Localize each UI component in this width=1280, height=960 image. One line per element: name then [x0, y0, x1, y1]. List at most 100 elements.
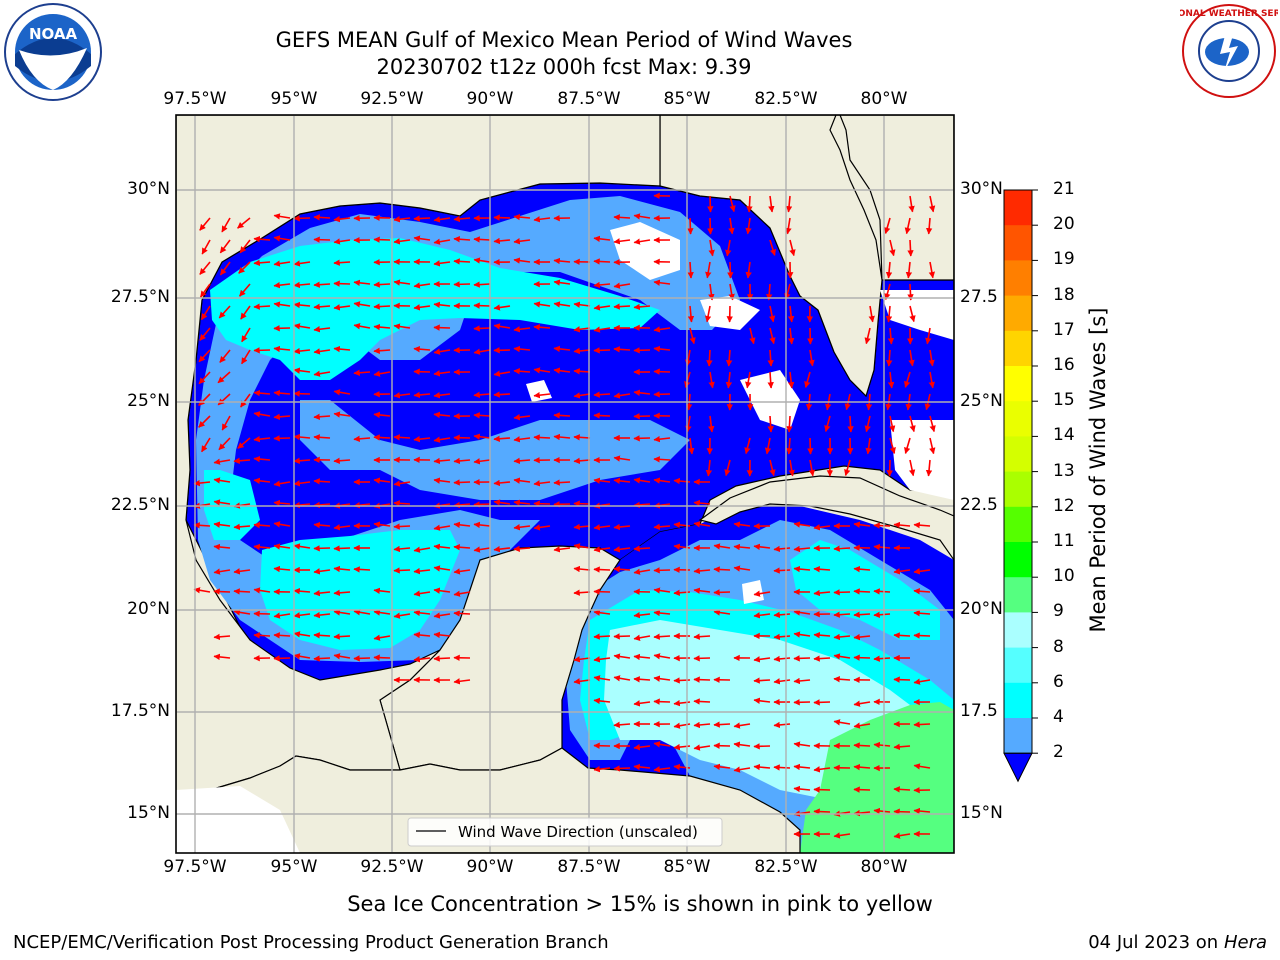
wind-wave-arrow	[373, 347, 391, 354]
lat-tick-label-right: 15°N	[960, 803, 1003, 823]
wind-wave-arrow	[313, 521, 331, 529]
wind-wave-arrow	[928, 261, 936, 279]
wind-wave-arrow	[193, 587, 211, 594]
svg-text:NATIONAL WEATHER SERVICE: NATIONAL WEATHER SERVICE	[1180, 9, 1278, 19]
wind-wave-arrow	[693, 655, 711, 662]
legend: Wind Wave Direction (unscaled)	[407, 817, 723, 847]
wind-wave-arrow	[925, 459, 933, 477]
wind-wave-arrow	[493, 304, 511, 311]
lon-tick-label-top: 97.5°W	[163, 89, 227, 109]
wind-wave-arrow	[773, 611, 791, 619]
wind-wave-arrow	[753, 656, 771, 663]
wind-wave-arrow	[198, 371, 211, 385]
colorbar-tick-label: 16	[1053, 355, 1075, 375]
wind-wave-arrow	[219, 349, 231, 363]
wind-wave-arrow	[744, 437, 751, 455]
wind-wave-arrow	[313, 589, 331, 597]
gridlines	[176, 115, 954, 853]
wind-wave-arrow	[706, 349, 713, 367]
wind-wave-arrow	[788, 459, 795, 477]
wind-wave-arrow	[573, 392, 591, 399]
wind-wave-arrow	[533, 301, 551, 308]
wind-wave-arrow	[693, 721, 711, 729]
wind-wave-arrow	[773, 633, 791, 641]
wind-wave-arrow	[413, 235, 431, 242]
wind-wave-arrow	[593, 347, 611, 354]
wind-wave-arrow	[313, 303, 331, 311]
wind-wave-arrow	[199, 283, 211, 298]
wind-wave-arrow	[253, 543, 271, 551]
wind-wave-arrow	[413, 304, 431, 311]
wind-wave-arrow	[273, 480, 291, 487]
wind-wave-arrow	[373, 236, 391, 243]
wind-wave-arrow	[786, 437, 793, 455]
wind-wave-arrow	[893, 786, 911, 793]
wind-wave-arrow	[653, 279, 671, 286]
wind-wave-arrow	[237, 217, 251, 229]
colorbar-tick-label: 14	[1053, 425, 1075, 446]
wind-wave-arrow	[653, 368, 671, 375]
wind-wave-arrow	[693, 633, 711, 640]
lat-tick-label-right: 17.5	[960, 701, 998, 721]
wind-wave-arrow	[393, 567, 411, 574]
wind-wave-arrow	[313, 214, 331, 221]
wind-wave-arrow	[913, 807, 931, 815]
wind-wave-arrow	[833, 611, 851, 618]
wind-wave-arrow	[907, 239, 914, 257]
wind-wave-arrow	[473, 236, 491, 243]
wind-wave-arrow	[473, 412, 491, 419]
wind-wave-arrow	[904, 217, 911, 235]
wind-wave-arrow	[793, 677, 811, 685]
wind-wave-arrow	[653, 766, 671, 773]
wind-wave-arrow	[913, 763, 931, 770]
wind-wave-arrow	[707, 217, 714, 235]
wind-wave-arrow	[613, 675, 631, 682]
wind-wave-arrow	[353, 369, 371, 376]
wind-wave-arrow	[513, 477, 531, 484]
colorbar-label: Mean Period of Wind Waves [s]	[1086, 307, 1110, 633]
wind-wave-arrow	[373, 654, 391, 661]
wind-wave-arrow	[785, 195, 793, 213]
wind-wave-arrow	[573, 500, 591, 507]
wind-wave-arrow	[773, 764, 791, 771]
wind-wave-arrow	[865, 437, 872, 455]
wind-wave-arrow	[593, 391, 611, 398]
wind-wave-arrow	[807, 437, 814, 455]
wind-wave-arrow	[928, 371, 935, 389]
wind-wave-arrow	[201, 437, 211, 453]
legend-text: Wind Wave Direction (unscaled)	[458, 823, 698, 841]
wind-wave-arrow	[253, 347, 271, 354]
period-band-4-6-bay	[260, 530, 460, 650]
wind-wave-arrow	[273, 413, 291, 421]
wind-wave-arrow	[633, 303, 651, 311]
wind-wave-arrow	[513, 257, 531, 264]
wind-wave-arrow	[313, 655, 331, 662]
wind-wave-arrow	[293, 260, 311, 267]
wind-wave-arrow	[893, 676, 911, 683]
wind-wave-arrow	[333, 609, 351, 616]
wind-wave-arrow	[273, 235, 291, 242]
wind-wave-arrow	[433, 370, 451, 377]
wind-wave-arrow	[513, 414, 531, 421]
wind-wave-arrow	[293, 587, 311, 595]
wind-wave-arrow	[908, 349, 915, 367]
wind-wave-arrow	[533, 480, 551, 487]
wind-wave-arrow	[453, 610, 471, 617]
wind-wave-arrow	[293, 367, 311, 374]
wind-wave-arrow	[873, 522, 891, 529]
wind-wave-arrow	[553, 412, 571, 419]
wind-wave-arrow	[213, 588, 231, 595]
wind-wave-arrow	[793, 631, 811, 638]
wind-wave-arrow	[925, 327, 932, 345]
lon-tick-label-top: 95°W	[270, 89, 318, 109]
wind-wave-arrow	[533, 524, 551, 531]
wind-wave-arrow	[793, 655, 811, 662]
colorbar-tick-label: 10	[1053, 566, 1075, 587]
wind-wave-arrow	[613, 455, 631, 462]
lon-tick-label-bottom: 85°W	[663, 857, 711, 877]
wind-wave-arrow	[493, 545, 511, 553]
wind-wave-arrow	[373, 370, 391, 377]
wind-wave-arrow	[513, 524, 531, 531]
colorbar-segment	[1004, 577, 1032, 613]
